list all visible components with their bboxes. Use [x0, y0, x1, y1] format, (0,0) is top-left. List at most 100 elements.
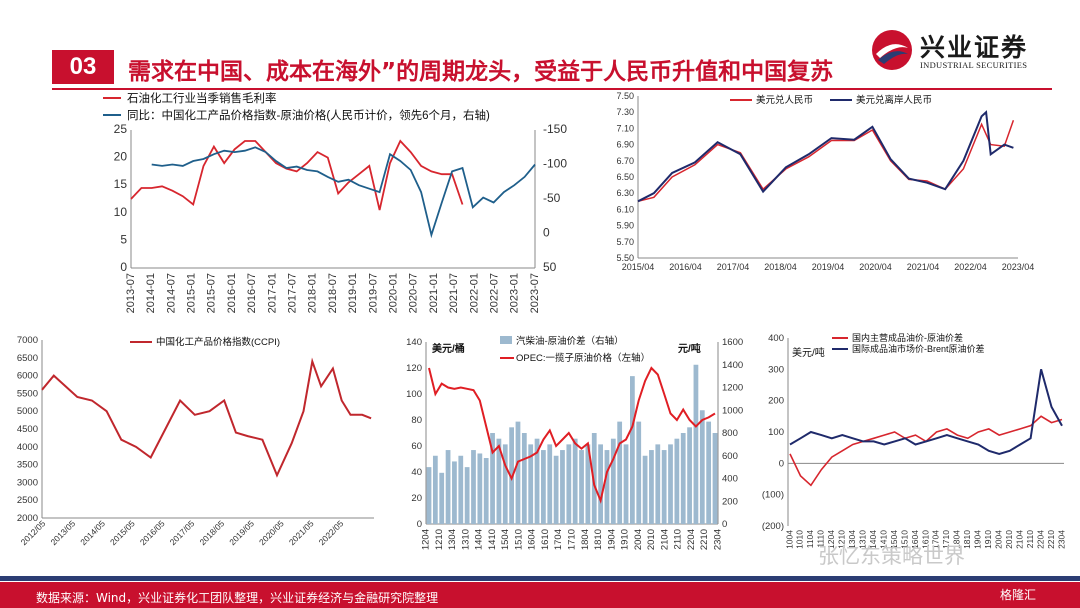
x-tick-label: 1704: [553, 529, 564, 550]
y-tick-label: 5.50: [616, 253, 634, 263]
legend-label: OPEC:一揽子原油价格（左轴）: [516, 352, 650, 364]
spread-bar: [617, 421, 623, 524]
y-tick-label: 0: [779, 458, 784, 469]
spread-bar: [445, 450, 451, 524]
y-tick-label: 200: [768, 396, 784, 407]
series-line-opec: [428, 366, 716, 504]
spread-bar: [674, 438, 680, 524]
spread-bar: [477, 453, 483, 524]
x-tick-label: 2014/05: [78, 518, 107, 547]
y-tick-label: 400: [722, 474, 738, 485]
x-tick-label: 2017-01: [266, 273, 278, 313]
spread-bar: [642, 455, 648, 524]
spread-bar: [623, 444, 629, 524]
unit-label: 美元/吨: [792, 346, 825, 359]
series-line-2: [151, 146, 536, 239]
x-tick-label: 2019-01: [347, 273, 359, 313]
series-line-ccpi: [41, 357, 372, 478]
x-tick-label: 2018/05: [197, 518, 226, 547]
x-tick-label: 2104: [659, 529, 670, 550]
x-tick-label: 1904: [973, 530, 983, 549]
y-tick-label: 6.50: [616, 172, 634, 182]
x-tick-label: 2016-07: [246, 273, 258, 313]
x-tick-label: 2020/04: [859, 262, 892, 272]
y-tick-label: 1400: [722, 360, 743, 371]
spread-bar: [699, 410, 705, 524]
spread-bar: [598, 444, 603, 524]
x-tick-label: 1504: [889, 530, 899, 549]
x-tick-label: 2015/04: [622, 262, 655, 272]
x-tick-label: 2210: [1046, 530, 1056, 549]
y-tick-label: (200): [762, 521, 784, 532]
spread-bar: [464, 467, 470, 524]
y-tick-label: 6.30: [616, 188, 634, 198]
x-tick-label: 1410: [487, 529, 498, 550]
y-tick-label: 5: [120, 232, 127, 246]
x-tick-label: 2019-07: [367, 273, 379, 313]
x-tick-label: 2023-01: [509, 273, 521, 313]
spread-bar: [452, 461, 457, 524]
legend-label: 美元兑人民币: [756, 94, 813, 106]
watermark-text-2: 格隆汇: [1000, 588, 1037, 602]
spread-bar: [636, 421, 642, 524]
x-tick-label: 1810: [962, 530, 972, 549]
y-tick-label: 6.70: [616, 156, 634, 166]
x-tick-label: 1504: [500, 529, 511, 550]
x-tick-label: 1610: [540, 529, 551, 550]
x-tick-label: 2021-01: [428, 273, 440, 313]
x-tick-label: 1004: [784, 530, 794, 549]
y-tick-label: 0: [120, 260, 127, 274]
spread-bar: [426, 467, 432, 524]
spread-bar: [560, 450, 565, 524]
y-tick-label: 3000: [17, 477, 38, 488]
x-tick-label: 1304: [447, 529, 458, 550]
y-tick-label: 6000: [17, 371, 38, 382]
spread-bar: [432, 455, 438, 524]
x-tick-label: 1604: [527, 529, 538, 550]
y-tick-label: 0: [543, 226, 550, 240]
watermark-text: 张忆东策略世界: [818, 544, 965, 568]
x-tick-label: 1804: [580, 529, 591, 550]
x-tick-label: 1010: [795, 530, 805, 549]
source-note: 数据来源：Wind，兴业证券化工团队整理，兴业证券经济与金融研究院整理: [36, 591, 439, 605]
spread-bar: [515, 421, 521, 524]
x-tick-label: 1410: [878, 530, 888, 549]
x-tick-label: 1804: [952, 530, 962, 549]
y-tick-label: 1000: [722, 405, 743, 416]
x-tick-label: 1910: [983, 530, 993, 549]
x-tick-label: 2015/05: [108, 518, 137, 547]
spread-bar: [604, 450, 610, 524]
x-tick-label: 2020/05: [257, 518, 286, 547]
x-tick-label: 1310: [857, 530, 867, 549]
unit-right-label: 元/吨: [678, 342, 701, 355]
x-tick-label: 2004: [633, 529, 644, 550]
spread-bar: [483, 458, 489, 524]
x-tick-label: 2110: [1025, 530, 1035, 549]
y-tick-label: 2500: [17, 495, 38, 506]
y-tick-label: 20: [411, 493, 422, 504]
x-tick-label: 2021-07: [448, 273, 460, 313]
x-tick-label: 2304: [713, 529, 724, 550]
x-tick-label: 1510: [513, 529, 524, 550]
x-tick-label: 2204: [1035, 530, 1045, 549]
x-tick-label: 1204: [421, 529, 432, 550]
x-tick-label: 2014-01: [145, 273, 157, 313]
x-tick-label: 1904: [606, 529, 617, 550]
x-tick-label: 2022/05: [317, 518, 346, 547]
y-tick-label: 7.50: [616, 91, 634, 101]
y-tick-label: 10: [114, 205, 128, 219]
spread-bar: [687, 427, 692, 524]
logo-emblem-icon: [872, 30, 912, 70]
unit-left-label: 美元/桶: [432, 342, 465, 355]
spread-bar: [458, 455, 464, 524]
x-tick-label: 2018/04: [764, 262, 797, 272]
series-line-2: [789, 369, 1063, 455]
series-line-1: [637, 120, 1015, 203]
y-tick-label: 140: [406, 337, 422, 348]
x-tick-label: 2014-07: [165, 273, 177, 313]
y-tick-label: 2000: [17, 513, 38, 524]
y-tick-label: 300: [768, 364, 784, 375]
y-tick-label: 4000: [17, 442, 38, 453]
spread-bar: [496, 438, 502, 524]
